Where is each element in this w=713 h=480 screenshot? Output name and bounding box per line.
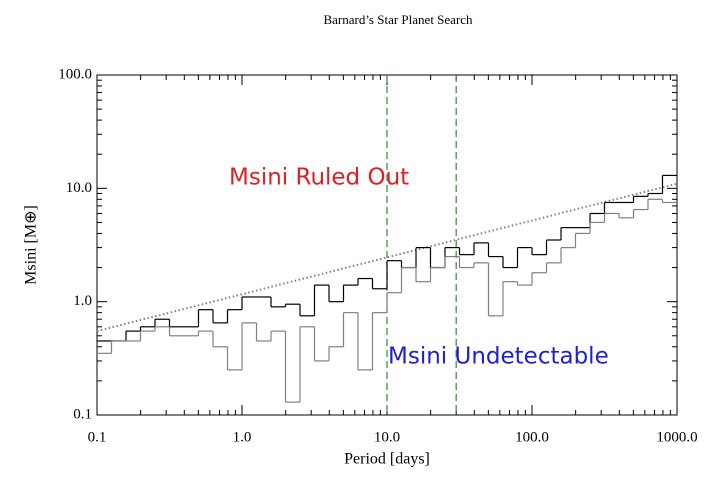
- y-axis-label: Msini [M⊕]: [23, 205, 40, 285]
- y-tick-label: 0.1: [73, 406, 92, 422]
- annotation: Msini Undetectable: [388, 344, 609, 370]
- annotation: Msini Ruled Out: [229, 165, 409, 191]
- x-axis-label: Period [days]: [344, 451, 430, 468]
- x-tick-label: 10.0: [374, 429, 400, 445]
- y-tick-label: 1.0: [73, 293, 92, 309]
- x-tick-label: 1.0: [233, 429, 252, 445]
- y-tick-label: 10.0: [66, 180, 92, 196]
- chart-title: Barnard’s Star Planet Search: [323, 12, 473, 27]
- x-tick-label: 0.1: [88, 429, 107, 445]
- y-tick-label: 100.0: [58, 66, 92, 82]
- x-tick-label: 100.0: [515, 429, 549, 445]
- x-tick-label: 1000.0: [656, 429, 697, 445]
